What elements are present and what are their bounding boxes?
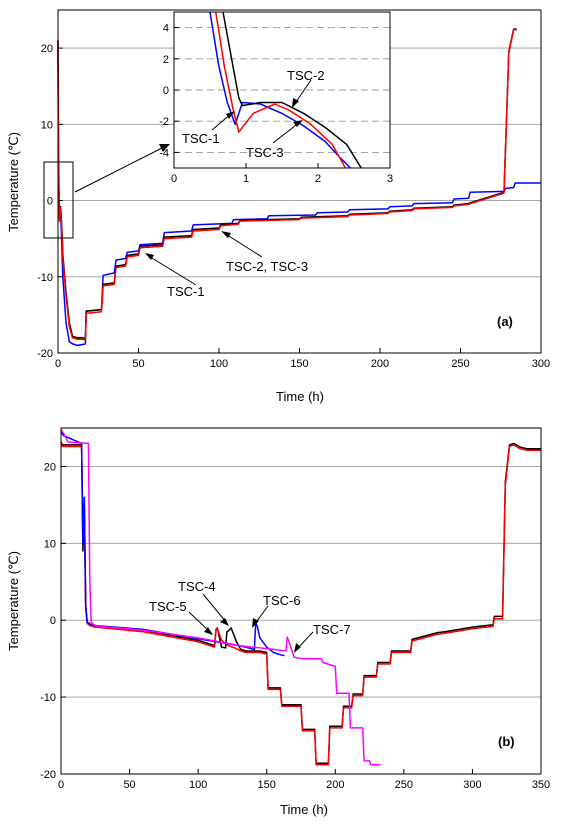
- annotation-a-tsc23-main-label: TSC-2, TSC-3: [226, 259, 308, 274]
- annotation-b-tsc7-label: TSC-7: [313, 622, 351, 637]
- inset-x-tick-label: 2: [315, 173, 321, 185]
- zoom-pointer-line: [74, 144, 169, 193]
- panel-b-y-tick-label: -20: [40, 769, 56, 781]
- panel-b-x-tick-label: 150: [258, 779, 276, 791]
- panel-a-lines: [57, 28, 541, 347]
- zoom-pointer-arrowhead: [159, 144, 170, 152]
- panel-a-inset: -4 -2 0 2 4 0 1 2 3: [159, 11, 393, 185]
- inset-series-tsc-1: [209, 12, 351, 168]
- panel-a-x-tick-label: 0: [55, 358, 61, 370]
- annotation-b-tsc6: TSC-6: [252, 593, 301, 628]
- annotation-b-tsc5: TSC-5: [149, 599, 213, 635]
- inset-y-tick-label: 0: [163, 85, 169, 97]
- panel-b-label: (b): [498, 734, 515, 749]
- panel-a-x-tick-label: 250: [451, 358, 469, 370]
- panel-a-y-tick-label: -20: [37, 348, 53, 360]
- panel-b-x-tick-label: 300: [463, 779, 481, 791]
- annotation-b-tsc7: TSC-7: [294, 622, 351, 653]
- inset-x-tick-label: 1: [243, 173, 249, 185]
- inset-series-tsc-2: [222, 12, 362, 168]
- panel-a-x-tick-label: 300: [532, 358, 550, 370]
- panel-a-x-tick-label: 200: [371, 358, 389, 370]
- inset-lines: [209, 12, 362, 168]
- panel-b-x-tick-label: 0: [58, 779, 64, 791]
- panel-b-y-axis-label: Temperature (℃): [6, 551, 21, 651]
- annotation-b-tsc4: TSC-4: [178, 579, 229, 626]
- annotation-b-tsc4-label: TSC-4: [178, 579, 216, 594]
- annotation-b-tsc6-label: TSC-6: [263, 593, 301, 608]
- panel-a-y-tick-label: 10: [41, 119, 53, 131]
- panel-b-series-tsc-7: [60, 429, 381, 766]
- panel-b-x-tick-label: 100: [189, 779, 207, 791]
- inset-grid: [174, 27, 390, 153]
- inset-ticks: -4 -2 0 2 4 0 1 2 3: [159, 23, 393, 185]
- inset-y-tick-label: 4: [163, 23, 169, 35]
- panel-a-y-axis-label: Temperature (℃): [6, 132, 21, 232]
- panel-b-x-tick-label: 50: [123, 779, 135, 791]
- panel-b-y-tick-label: -10: [40, 692, 56, 704]
- panel-b-series-tsc-5: [60, 443, 541, 766]
- panel-b-x-tick-label: 200: [326, 779, 344, 791]
- panel-b-y-tick-label: 20: [44, 461, 56, 473]
- panel-a-y-tick-label: 20: [41, 43, 53, 55]
- panel-a-label: (a): [497, 314, 513, 329]
- panel-b-y-tick-label: 0: [50, 615, 56, 627]
- annotation-a-tsc1-main: TSC-1: [145, 253, 205, 299]
- panel-b-grid: [61, 465, 541, 698]
- annotation-a-tsc3-inset-label: TSC-3: [246, 145, 284, 160]
- annotation-b-tsc5-label: TSC-5: [149, 599, 187, 614]
- panel-a-x-tick-label: 50: [132, 358, 144, 370]
- panel-b-x-axis-label: Time (h): [280, 802, 328, 817]
- panel-a-x-tick-label: 150: [290, 358, 308, 370]
- annotation-a-tsc3-inset: TSC-3: [246, 120, 303, 160]
- annotation-a-tsc2-inset-label: TSC-2: [287, 68, 325, 83]
- annotation-a-tsc1-inset: TSC-1: [182, 111, 235, 146]
- inset-series-tsc-3: [215, 12, 347, 168]
- panel-a-y-tick-label: -10: [37, 272, 53, 284]
- panel-a-x-tick-label: 100: [210, 358, 228, 370]
- annotation-a-tsc23-main: TSC-2, TSC-3: [221, 231, 308, 274]
- panel-a-x-axis-label: Time (h): [276, 389, 324, 404]
- panel-b-plot-frame: [60, 427, 542, 775]
- inset-x-tick-label: 3: [387, 173, 393, 185]
- panel-a-series-tsc-3: [57, 29, 517, 341]
- panel-b-x-tick-label: 350: [532, 779, 550, 791]
- annotation-a-tsc2-inset: TSC-2: [287, 68, 325, 108]
- panel-b-x-tick-label: 250: [395, 779, 413, 791]
- inset-y-tick-label: 2: [163, 54, 169, 66]
- panel-b-y-tick-label: 10: [44, 538, 56, 550]
- zoom-region-box: [43, 161, 74, 239]
- annotation-a-tsc1-main-label: TSC-1: [167, 284, 205, 299]
- inset-y-tick-label: -2: [159, 116, 169, 128]
- inset-x-tick-label: 0: [171, 173, 177, 185]
- annotation-a-tsc1-inset-label: TSC-1: [182, 131, 220, 146]
- panel-a-y-tick-label: 0: [47, 196, 53, 208]
- panel-b-lines: [60, 429, 541, 766]
- inset-y-tick-label: -4: [159, 147, 169, 159]
